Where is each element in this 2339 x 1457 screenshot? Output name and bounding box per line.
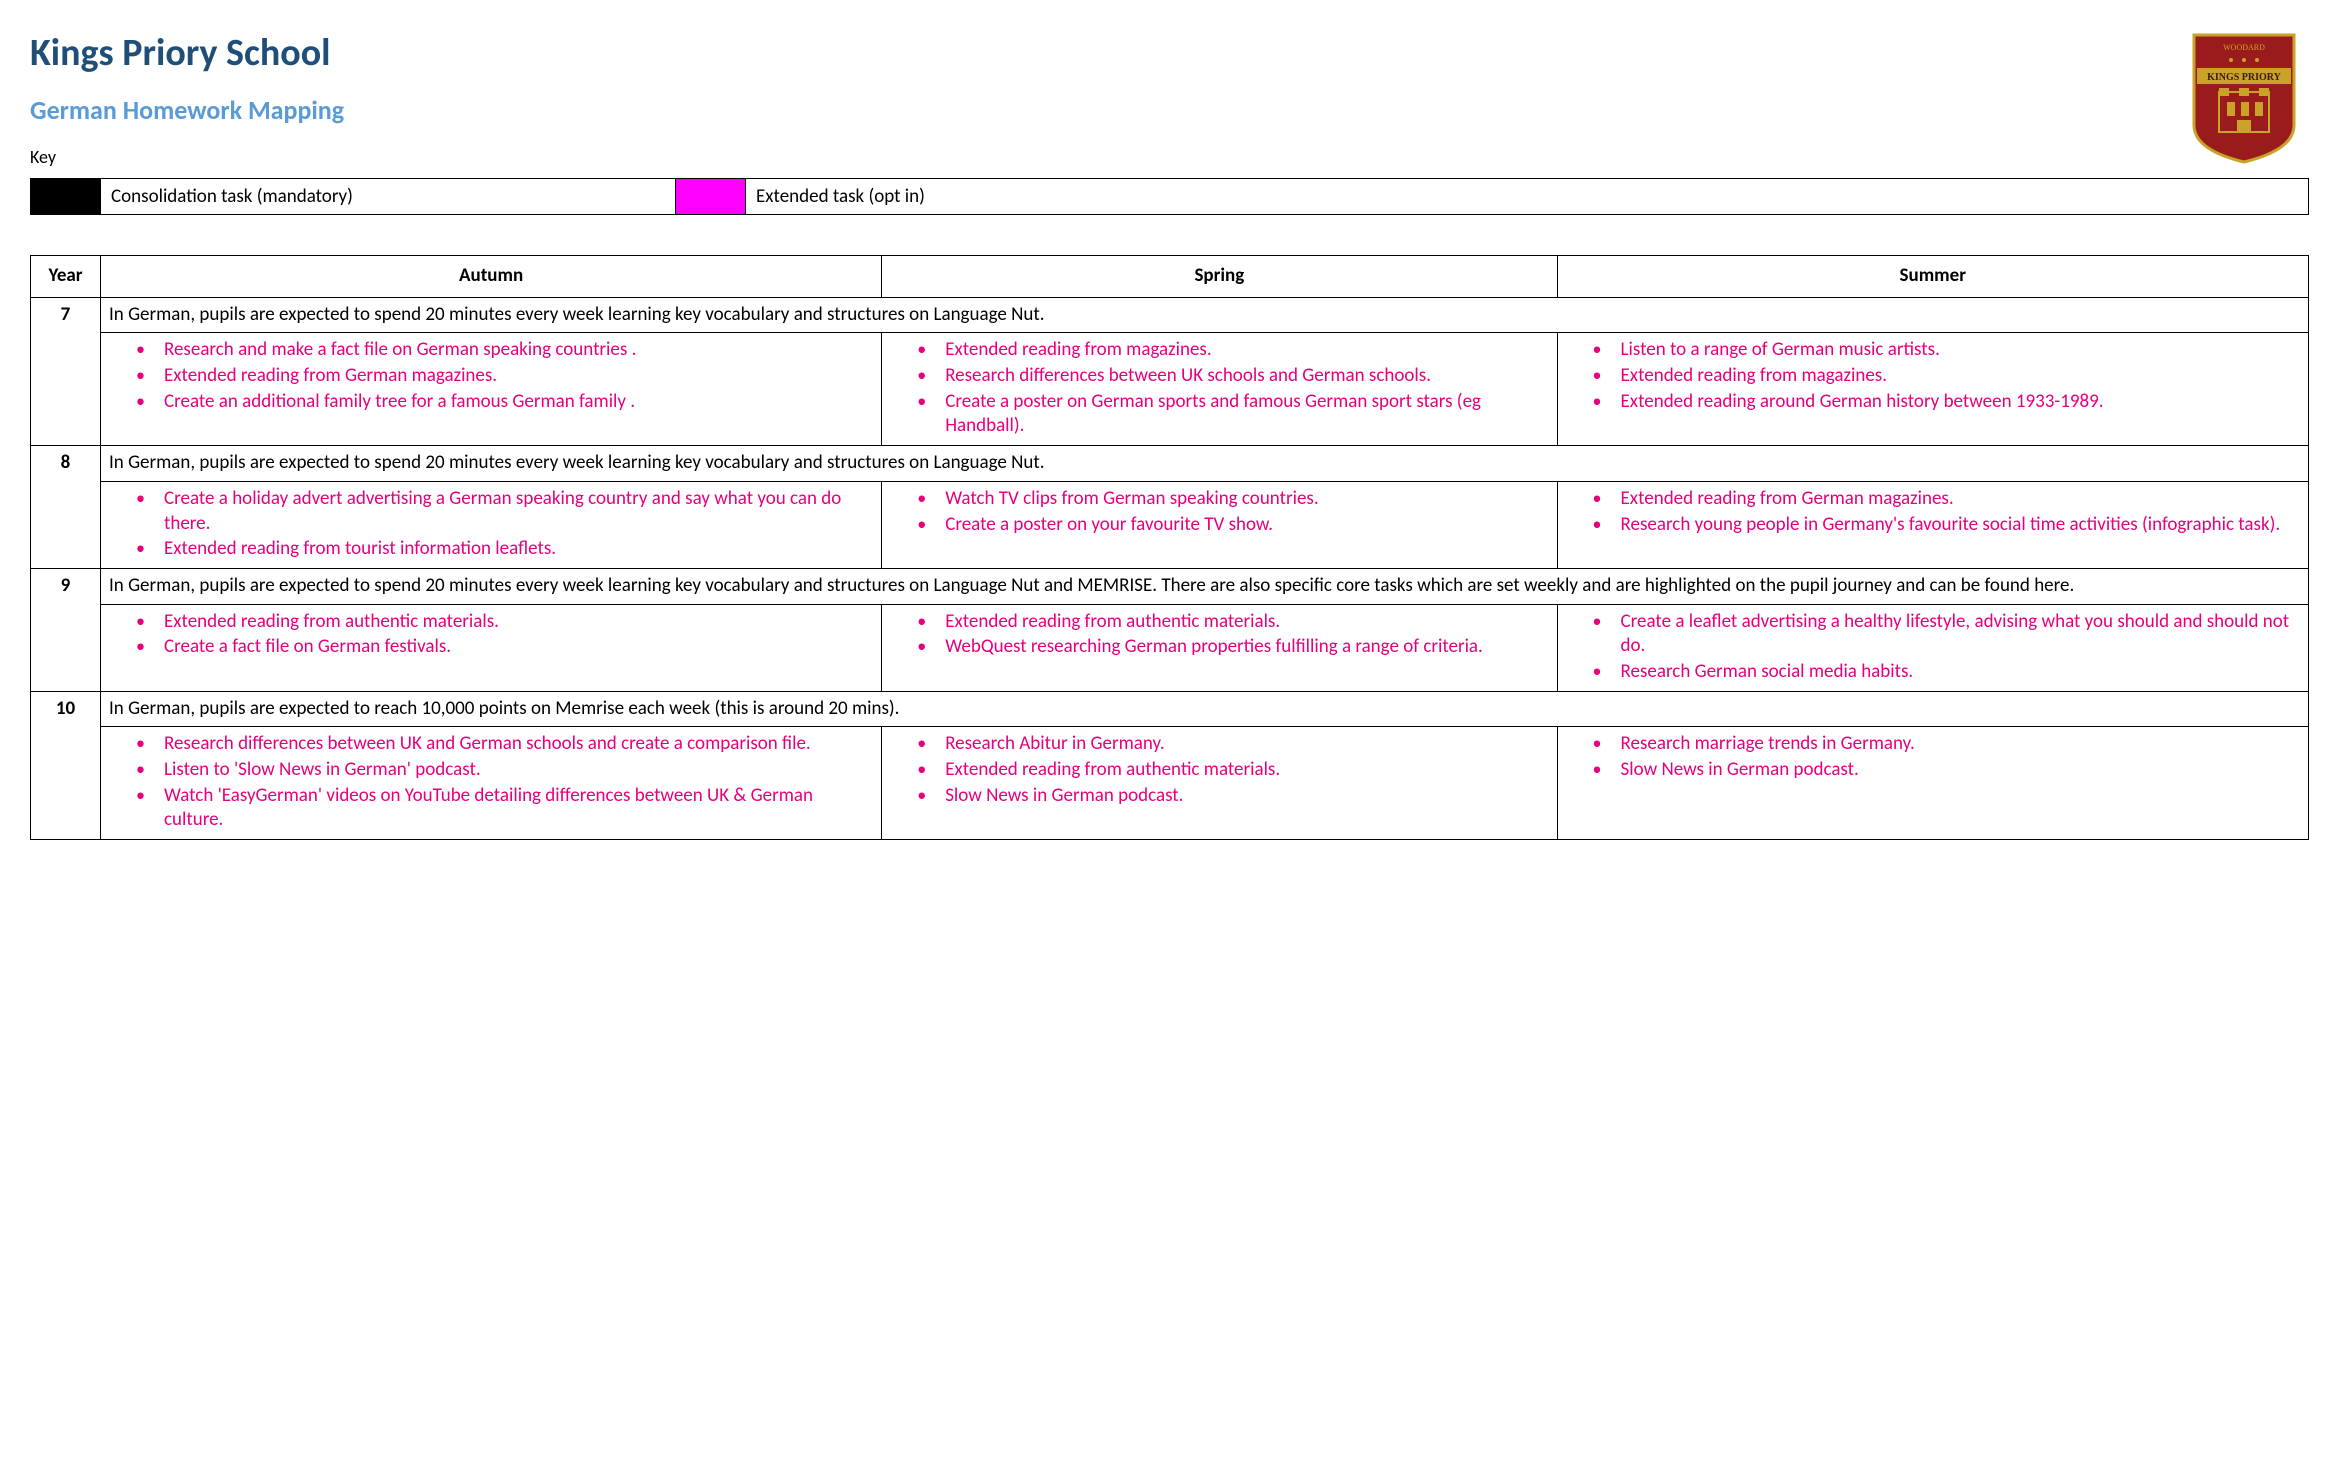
extended-task-item: Listen to a range of German music artist… <box>1621 338 2300 363</box>
extended-task-item: Create a fact file on German festivals. <box>164 635 873 660</box>
year-cell: 10 <box>31 691 101 839</box>
extended-task-list: Extended reading from magazines.Research… <box>890 338 1548 439</box>
key-label: Key <box>30 146 2189 168</box>
extended-task-item: Listen to 'Slow News in German' podcast. <box>164 758 873 783</box>
col-header-summer: Summer <box>1557 256 2308 298</box>
key-swatch-consolidation <box>31 179 101 215</box>
col-header-autumn: Autumn <box>101 256 882 298</box>
autumn-tasks-cell: Research differences between UK and Germ… <box>101 727 882 840</box>
intro-cell: In German, pupils are expected to spend … <box>101 568 2309 604</box>
intro-cell: In German, pupils are expected to spend … <box>101 446 2309 482</box>
extended-task-list: Listen to a range of German music artist… <box>1566 338 2300 414</box>
extended-task-item: Create an additional family tree for a f… <box>164 390 873 415</box>
autumn-tasks-cell: Research and make a fact file on German … <box>101 333 882 446</box>
extended-task-list: Extended reading from authentic material… <box>109 610 873 660</box>
extended-task-list: Extended reading from authentic material… <box>890 610 1548 660</box>
key-table: Consolidation task (mandatory) Extended … <box>30 178 2309 215</box>
year-cell: 7 <box>31 297 101 445</box>
extended-task-item: Create a holiday advert advertising a Ge… <box>164 487 873 536</box>
key-label-consolidation: Consolidation task (mandatory) <box>101 179 676 215</box>
logo-top-text: WOODARD <box>2223 43 2265 52</box>
extended-task-item: WebQuest researching German properties f… <box>945 635 1548 660</box>
year-cell: 8 <box>31 446 101 569</box>
logo-banner-text: KINGS PRIORY <box>2207 72 2282 83</box>
extended-task-item: Research differences between UK and Germ… <box>164 732 873 757</box>
extended-task-item: Extended reading from authentic material… <box>945 610 1548 635</box>
extended-task-item: Extended reading around German history b… <box>1621 390 2300 415</box>
autumn-tasks-cell: Extended reading from authentic material… <box>101 604 882 691</box>
extended-task-item: Create a poster on German sports and fam… <box>945 390 1548 439</box>
year-cell: 9 <box>31 568 101 691</box>
school-logo: WOODARD KINGS PRIORY <box>2189 30 2299 165</box>
summer-tasks-cell: Listen to a range of German music artist… <box>1557 333 2308 446</box>
extended-task-item: Extended reading from tourist informatio… <box>164 537 873 562</box>
page-subtitle: German Homework Mapping <box>30 94 2189 126</box>
col-header-year: Year <box>31 256 101 298</box>
extended-task-item: Extended reading from magazines. <box>1621 364 2300 389</box>
summer-tasks-cell: Create a leaflet advertising a healthy l… <box>1557 604 2308 691</box>
autumn-tasks-cell: Create a holiday advert advertising a Ge… <box>101 481 882 568</box>
document-header: Kings Priory School German Homework Mapp… <box>30 30 2309 178</box>
extended-task-item: Create a leaflet advertising a healthy l… <box>1621 610 2300 659</box>
extended-task-list: Extended reading from German magazines.R… <box>1566 487 2300 537</box>
extended-task-list: Research Abitur in Germany.Extended read… <box>890 732 1548 808</box>
spring-tasks-cell: Extended reading from authentic material… <box>882 604 1557 691</box>
extended-task-item: Research Abitur in Germany. <box>945 732 1548 757</box>
extended-task-item: Extended reading from German magazines. <box>1621 487 2300 512</box>
spring-tasks-cell: Watch TV clips from German speaking coun… <box>882 481 1557 568</box>
key-label-extended: Extended task (opt in) <box>746 179 2309 215</box>
summer-tasks-cell: Research marriage trends in Germany.Slow… <box>1557 727 2308 840</box>
extended-task-item: Research marriage trends in Germany. <box>1621 732 2300 757</box>
intro-cell: In German, pupils are expected to reach … <box>101 691 2309 727</box>
extended-task-list: Research and make a fact file on German … <box>109 338 873 414</box>
page-title: Kings Priory School <box>30 30 2189 76</box>
extended-task-item: Research and make a fact file on German … <box>164 338 873 363</box>
col-header-spring: Spring <box>882 256 1557 298</box>
extended-task-item: Research German social media habits. <box>1621 660 2300 685</box>
extended-task-list: Watch TV clips from German speaking coun… <box>890 487 1548 537</box>
extended-task-item: Extended reading from authentic material… <box>164 610 873 635</box>
extended-task-item: Create a poster on your favourite TV sho… <box>945 513 1548 538</box>
key-swatch-extended <box>676 179 746 215</box>
extended-task-item: Extended reading from magazines. <box>945 338 1548 363</box>
extended-task-item: Watch TV clips from German speaking coun… <box>945 487 1548 512</box>
extended-task-list: Create a leaflet advertising a healthy l… <box>1566 610 2300 685</box>
extended-task-list: Research differences between UK and Germ… <box>109 732 873 833</box>
extended-task-list: Create a holiday advert advertising a Ge… <box>109 487 873 562</box>
extended-task-item: Extended reading from German magazines. <box>164 364 873 389</box>
homework-mapping-table: Year Autumn Spring Summer 7In German, pu… <box>30 255 2309 840</box>
extended-task-list: Research marriage trends in Germany.Slow… <box>1566 732 2300 782</box>
extended-task-item: Research young people in Germany's favou… <box>1621 513 2300 538</box>
intro-cell: In German, pupils are expected to spend … <box>101 297 2309 333</box>
extended-task-item: Slow News in German podcast. <box>1621 758 2300 783</box>
extended-task-item: Slow News in German podcast. <box>945 784 1548 809</box>
extended-task-item: Watch 'EasyGerman' videos on YouTube det… <box>164 784 873 833</box>
title-block: Kings Priory School German Homework Mapp… <box>30 30 2189 178</box>
extended-task-item: Research differences between UK schools … <box>945 364 1548 389</box>
spring-tasks-cell: Research Abitur in Germany.Extended read… <box>882 727 1557 840</box>
spring-tasks-cell: Extended reading from magazines.Research… <box>882 333 1557 446</box>
extended-task-item: Extended reading from authentic material… <box>945 758 1548 783</box>
summer-tasks-cell: Extended reading from German magazines.R… <box>1557 481 2308 568</box>
